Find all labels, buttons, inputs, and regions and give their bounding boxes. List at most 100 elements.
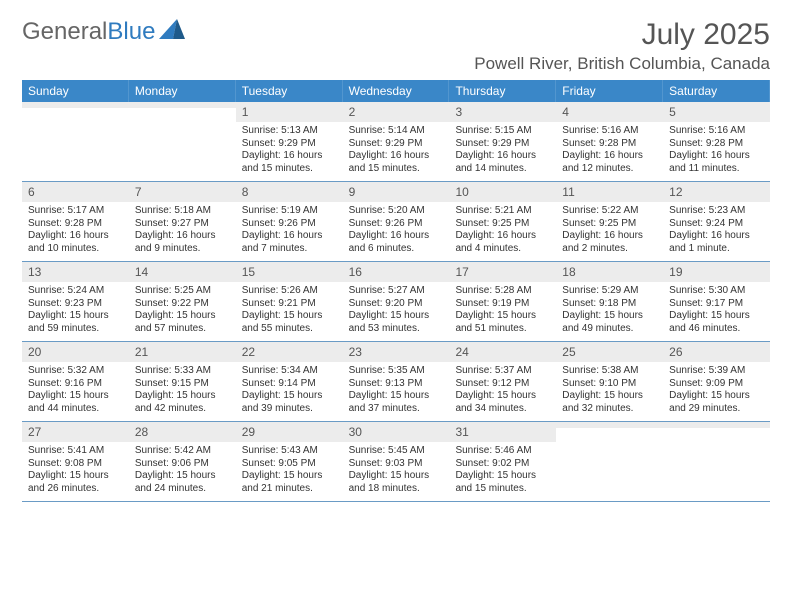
calendar-cell: 5Sunrise: 5:16 AMSunset: 9:28 PMDaylight… <box>663 102 770 181</box>
daylight-text: Daylight: 16 hours and 15 minutes. <box>242 150 337 175</box>
day-number: 28 <box>129 422 236 442</box>
week-row: 1Sunrise: 5:13 AMSunset: 9:29 PMDaylight… <box>22 102 770 182</box>
day-details: Sunrise: 5:22 AMSunset: 9:25 PMDaylight:… <box>556 202 663 261</box>
day-details: Sunrise: 5:37 AMSunset: 9:12 PMDaylight:… <box>449 362 556 421</box>
day-number: 14 <box>129 262 236 282</box>
day-number: 17 <box>449 262 556 282</box>
calendar-cell: 16Sunrise: 5:27 AMSunset: 9:20 PMDayligh… <box>343 262 450 341</box>
daylight-text: Daylight: 15 hours and 53 minutes. <box>349 310 444 335</box>
day-details: Sunrise: 5:16 AMSunset: 9:28 PMDaylight:… <box>663 122 770 181</box>
daylight-text: Daylight: 15 hours and 44 minutes. <box>28 390 123 415</box>
day-number: 7 <box>129 182 236 202</box>
calendar-cell: 18Sunrise: 5:29 AMSunset: 9:18 PMDayligh… <box>556 262 663 341</box>
day-details: Sunrise: 5:38 AMSunset: 9:10 PMDaylight:… <box>556 362 663 421</box>
day-number: 3 <box>449 102 556 122</box>
sunset-text: Sunset: 9:25 PM <box>455 218 550 231</box>
sunrise-text: Sunrise: 5:27 AM <box>349 285 444 298</box>
day-number: 27 <box>22 422 129 442</box>
page-title: July 2025 <box>474 18 770 52</box>
day-number: 5 <box>663 102 770 122</box>
calendar-cell: 10Sunrise: 5:21 AMSunset: 9:25 PMDayligh… <box>449 182 556 261</box>
header: GeneralBlue July 2025 Powell River, Brit… <box>22 18 770 74</box>
sunset-text: Sunset: 9:22 PM <box>135 298 230 311</box>
calendar-cell: 20Sunrise: 5:32 AMSunset: 9:16 PMDayligh… <box>22 342 129 421</box>
day-details: Sunrise: 5:33 AMSunset: 9:15 PMDaylight:… <box>129 362 236 421</box>
sunset-text: Sunset: 9:18 PM <box>562 298 657 311</box>
day-details: Sunrise: 5:21 AMSunset: 9:25 PMDaylight:… <box>449 202 556 261</box>
calendar-cell: 2Sunrise: 5:14 AMSunset: 9:29 PMDaylight… <box>343 102 450 181</box>
brand-part2: Blue <box>107 18 155 46</box>
daylight-text: Daylight: 16 hours and 9 minutes. <box>135 230 230 255</box>
calendar-cell <box>129 102 236 181</box>
calendar-cell: 3Sunrise: 5:15 AMSunset: 9:29 PMDaylight… <box>449 102 556 181</box>
daylight-text: Daylight: 16 hours and 14 minutes. <box>455 150 550 175</box>
day-number: 9 <box>343 182 450 202</box>
calendar-cell: 27Sunrise: 5:41 AMSunset: 9:08 PMDayligh… <box>22 422 129 501</box>
calendar-cell: 19Sunrise: 5:30 AMSunset: 9:17 PMDayligh… <box>663 262 770 341</box>
sunrise-text: Sunrise: 5:22 AM <box>562 205 657 218</box>
sunrise-text: Sunrise: 5:45 AM <box>349 445 444 458</box>
day-details: Sunrise: 5:42 AMSunset: 9:06 PMDaylight:… <box>129 442 236 501</box>
weekday-header: Friday <box>556 80 663 102</box>
sunrise-text: Sunrise: 5:33 AM <box>135 365 230 378</box>
location-text: Powell River, British Columbia, Canada <box>474 54 770 74</box>
daylight-text: Daylight: 15 hours and 32 minutes. <box>562 390 657 415</box>
sunrise-text: Sunrise: 5:25 AM <box>135 285 230 298</box>
day-number: 23 <box>343 342 450 362</box>
brand-part1: General <box>22 18 107 46</box>
weekday-header: Tuesday <box>236 80 343 102</box>
day-details: Sunrise: 5:35 AMSunset: 9:13 PMDaylight:… <box>343 362 450 421</box>
sunrise-text: Sunrise: 5:14 AM <box>349 125 444 138</box>
daylight-text: Daylight: 15 hours and 26 minutes. <box>28 470 123 495</box>
day-number: 19 <box>663 262 770 282</box>
calendar-cell: 11Sunrise: 5:22 AMSunset: 9:25 PMDayligh… <box>556 182 663 261</box>
day-details: Sunrise: 5:13 AMSunset: 9:29 PMDaylight:… <box>236 122 343 181</box>
calendar-cell <box>663 422 770 501</box>
calendar-cell: 4Sunrise: 5:16 AMSunset: 9:28 PMDaylight… <box>556 102 663 181</box>
sunset-text: Sunset: 9:13 PM <box>349 378 444 391</box>
day-details: Sunrise: 5:24 AMSunset: 9:23 PMDaylight:… <box>22 282 129 341</box>
sunset-text: Sunset: 9:02 PM <box>455 458 550 471</box>
sunset-text: Sunset: 9:28 PM <box>669 138 764 151</box>
day-details: Sunrise: 5:28 AMSunset: 9:19 PMDaylight:… <box>449 282 556 341</box>
sunrise-text: Sunrise: 5:21 AM <box>455 205 550 218</box>
calendar-cell: 12Sunrise: 5:23 AMSunset: 9:24 PMDayligh… <box>663 182 770 261</box>
daylight-text: Daylight: 15 hours and 51 minutes. <box>455 310 550 335</box>
daylight-text: Daylight: 15 hours and 42 minutes. <box>135 390 230 415</box>
calendar-cell: 15Sunrise: 5:26 AMSunset: 9:21 PMDayligh… <box>236 262 343 341</box>
day-details <box>129 108 236 166</box>
sunset-text: Sunset: 9:15 PM <box>135 378 230 391</box>
sunrise-text: Sunrise: 5:17 AM <box>28 205 123 218</box>
day-number: 16 <box>343 262 450 282</box>
sunset-text: Sunset: 9:24 PM <box>669 218 764 231</box>
brand-logo: GeneralBlue <box>22 18 185 46</box>
day-number: 15 <box>236 262 343 282</box>
day-details: Sunrise: 5:29 AMSunset: 9:18 PMDaylight:… <box>556 282 663 341</box>
sunset-text: Sunset: 9:12 PM <box>455 378 550 391</box>
sunset-text: Sunset: 9:25 PM <box>562 218 657 231</box>
day-number: 24 <box>449 342 556 362</box>
daylight-text: Daylight: 16 hours and 10 minutes. <box>28 230 123 255</box>
day-details: Sunrise: 5:18 AMSunset: 9:27 PMDaylight:… <box>129 202 236 261</box>
day-number: 13 <box>22 262 129 282</box>
day-number: 20 <box>22 342 129 362</box>
calendar-cell: 1Sunrise: 5:13 AMSunset: 9:29 PMDaylight… <box>236 102 343 181</box>
sunset-text: Sunset: 9:29 PM <box>455 138 550 151</box>
sunset-text: Sunset: 9:17 PM <box>669 298 764 311</box>
day-details: Sunrise: 5:17 AMSunset: 9:28 PMDaylight:… <box>22 202 129 261</box>
day-number: 30 <box>343 422 450 442</box>
day-details: Sunrise: 5:15 AMSunset: 9:29 PMDaylight:… <box>449 122 556 181</box>
daylight-text: Daylight: 15 hours and 49 minutes. <box>562 310 657 335</box>
daylight-text: Daylight: 15 hours and 24 minutes. <box>135 470 230 495</box>
sunset-text: Sunset: 9:09 PM <box>669 378 764 391</box>
week-row: 13Sunrise: 5:24 AMSunset: 9:23 PMDayligh… <box>22 262 770 342</box>
day-details <box>22 108 129 166</box>
sunrise-text: Sunrise: 5:35 AM <box>349 365 444 378</box>
sunrise-text: Sunrise: 5:15 AM <box>455 125 550 138</box>
day-number: 8 <box>236 182 343 202</box>
sunrise-text: Sunrise: 5:23 AM <box>669 205 764 218</box>
day-number: 29 <box>236 422 343 442</box>
daylight-text: Daylight: 16 hours and 11 minutes. <box>669 150 764 175</box>
sunrise-text: Sunrise: 5:41 AM <box>28 445 123 458</box>
weekday-header: Thursday <box>449 80 556 102</box>
